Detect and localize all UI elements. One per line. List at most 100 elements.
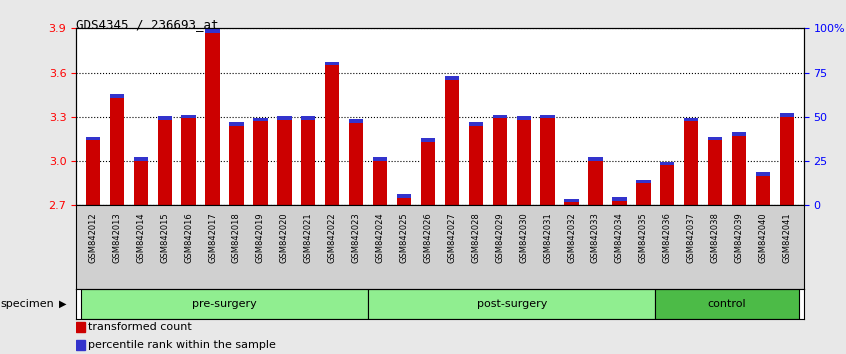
Text: GSM842019: GSM842019 — [256, 212, 265, 263]
Bar — [755, 172, 770, 176]
Bar — [469, 122, 483, 126]
Bar — [469, 126, 483, 205]
Bar — [636, 183, 651, 205]
Bar — [349, 123, 363, 205]
Bar — [564, 202, 579, 205]
Bar — [732, 136, 746, 205]
Text: GSM842013: GSM842013 — [113, 212, 121, 263]
Bar — [181, 118, 195, 205]
Bar — [660, 162, 674, 166]
Bar — [206, 33, 220, 205]
Bar — [445, 80, 459, 205]
Text: GSM842030: GSM842030 — [519, 212, 528, 263]
Bar — [684, 118, 699, 121]
Bar — [76, 340, 85, 350]
Bar — [206, 29, 220, 33]
Bar — [732, 132, 746, 136]
Bar — [780, 113, 794, 117]
Bar — [253, 118, 267, 121]
Text: GSM842012: GSM842012 — [88, 212, 97, 263]
Bar — [684, 121, 699, 205]
Text: post-surgery: post-surgery — [476, 298, 547, 309]
Text: specimen: specimen — [1, 298, 55, 309]
Bar — [588, 158, 602, 161]
Bar — [253, 121, 267, 205]
Text: GSM842020: GSM842020 — [280, 212, 288, 263]
Text: transformed count: transformed count — [88, 322, 192, 332]
Text: GSM842026: GSM842026 — [424, 212, 432, 263]
Bar — [613, 201, 627, 205]
Bar — [157, 116, 172, 120]
Text: GSM842040: GSM842040 — [759, 212, 767, 263]
Bar — [708, 141, 722, 205]
Bar — [397, 198, 411, 205]
Bar — [277, 120, 292, 205]
Bar — [755, 176, 770, 205]
Text: GSM842015: GSM842015 — [160, 212, 169, 263]
Bar — [157, 120, 172, 205]
Text: GSM842018: GSM842018 — [232, 212, 241, 263]
Text: pre-surgery: pre-surgery — [192, 298, 257, 309]
Bar — [301, 116, 316, 120]
Text: percentile rank within the sample: percentile rank within the sample — [88, 340, 276, 350]
Text: GSM842014: GSM842014 — [136, 212, 146, 263]
Bar — [229, 122, 244, 126]
Text: GSM842029: GSM842029 — [495, 212, 504, 263]
Bar — [134, 158, 148, 161]
Text: GSM842033: GSM842033 — [591, 212, 600, 263]
Bar — [420, 138, 435, 142]
Text: GSM842024: GSM842024 — [376, 212, 385, 263]
Text: GDS4345 / 236693_at: GDS4345 / 236693_at — [76, 18, 218, 31]
Bar — [420, 142, 435, 205]
Text: GSM842031: GSM842031 — [543, 212, 552, 263]
Bar — [85, 141, 100, 205]
Bar — [373, 161, 387, 205]
Text: GSM842039: GSM842039 — [734, 212, 744, 263]
Bar — [541, 115, 555, 118]
Bar — [445, 76, 459, 80]
Text: GSM842021: GSM842021 — [304, 212, 313, 263]
Text: GSM842025: GSM842025 — [399, 212, 409, 263]
Bar — [780, 117, 794, 205]
Text: GSM842017: GSM842017 — [208, 212, 217, 263]
Text: GSM842027: GSM842027 — [448, 212, 456, 263]
Bar — [277, 116, 292, 120]
Bar — [397, 194, 411, 198]
Bar — [541, 118, 555, 205]
Bar — [85, 137, 100, 141]
Bar — [517, 120, 530, 205]
Bar — [588, 161, 602, 205]
Bar — [613, 197, 627, 201]
Bar — [708, 137, 722, 141]
Text: GSM842036: GSM842036 — [662, 212, 672, 263]
Text: GSM842041: GSM842041 — [783, 212, 792, 263]
Bar — [660, 166, 674, 205]
Text: GSM842037: GSM842037 — [687, 212, 695, 263]
Bar — [81, 289, 368, 319]
Bar — [373, 158, 387, 161]
Text: GSM842038: GSM842038 — [711, 212, 720, 263]
Text: GSM842022: GSM842022 — [327, 212, 337, 263]
Text: control: control — [708, 298, 746, 309]
Bar — [349, 119, 363, 123]
Bar — [636, 179, 651, 183]
Bar — [325, 62, 339, 65]
Bar — [181, 115, 195, 118]
Text: ▶: ▶ — [58, 298, 66, 309]
Bar — [110, 98, 124, 205]
Text: GSM842032: GSM842032 — [567, 212, 576, 263]
Text: GSM842016: GSM842016 — [184, 212, 193, 263]
Bar — [110, 94, 124, 98]
Text: GSM842034: GSM842034 — [615, 212, 624, 263]
Text: GSM842035: GSM842035 — [639, 212, 648, 263]
Bar — [492, 118, 507, 205]
Text: GSM842023: GSM842023 — [352, 212, 360, 263]
Bar — [492, 115, 507, 118]
Bar — [301, 120, 316, 205]
Bar — [368, 289, 656, 319]
Bar — [229, 126, 244, 205]
Bar — [325, 65, 339, 205]
Bar — [517, 116, 530, 120]
Text: GSM842028: GSM842028 — [471, 212, 481, 263]
Bar — [76, 322, 85, 332]
